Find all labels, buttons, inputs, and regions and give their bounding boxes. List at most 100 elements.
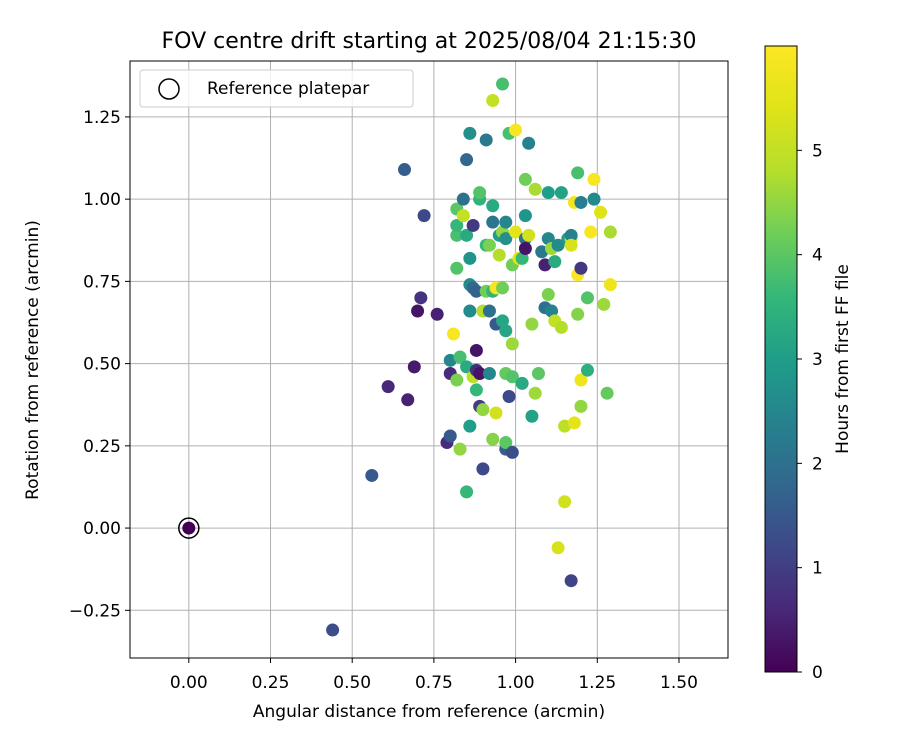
data-point (574, 261, 588, 275)
data-point (496, 314, 510, 328)
grid (130, 61, 728, 658)
data-point (482, 238, 496, 252)
data-point (473, 186, 487, 200)
data-point (450, 218, 464, 232)
data-point (574, 399, 588, 413)
colorbar: 0 1 2 3 4 5 Hours from first FF file (764, 45, 853, 683)
data-point (522, 228, 536, 242)
data-point (486, 432, 500, 446)
colorbar-tick-label: 3 (812, 350, 823, 370)
data-point (554, 320, 568, 334)
x-tick-label: 0.25 (252, 673, 290, 693)
colorbar-tick-label: 2 (812, 454, 823, 474)
data-point (580, 363, 594, 377)
reference-marker (178, 517, 200, 539)
data-point (515, 251, 529, 265)
data-point (486, 199, 500, 213)
x-tick-label: 0.75 (415, 673, 453, 693)
data-point (564, 238, 578, 252)
data-point (417, 209, 431, 223)
data-point (551, 238, 565, 252)
data-points (326, 77, 617, 637)
data-point (463, 251, 477, 265)
data-point (538, 258, 552, 272)
data-point (453, 442, 467, 456)
colorbar-ticks: 0 1 2 3 4 5 (797, 141, 823, 683)
data-point (401, 393, 415, 407)
data-point (564, 574, 578, 588)
data-point (567, 416, 581, 430)
x-axis-label: Angular distance from reference (arcmin) (253, 702, 605, 722)
colorbar-tick-label: 0 (812, 663, 823, 683)
plot-frame (129, 60, 729, 659)
x-tick-label: 0.00 (170, 673, 208, 693)
data-point (600, 386, 614, 400)
data-point (554, 186, 568, 200)
data-point (574, 373, 588, 387)
data-point (411, 304, 425, 318)
colorbar-gradient (764, 45, 798, 673)
data-point (450, 373, 464, 387)
data-point (558, 419, 572, 433)
data-point (522, 136, 536, 150)
data-point (564, 228, 578, 242)
data-point (558, 495, 572, 509)
data-point (574, 195, 588, 209)
data-point (407, 360, 421, 374)
colorbar-tick-label: 1 (812, 559, 823, 579)
legend-box (139, 69, 414, 108)
data-point (502, 390, 516, 404)
data-point (518, 241, 532, 255)
data-point (509, 123, 523, 137)
data-point (597, 297, 611, 311)
data-point (603, 225, 617, 239)
data-point (381, 380, 395, 394)
data-point (463, 126, 477, 140)
data-point (326, 623, 340, 637)
data-point (584, 225, 598, 239)
data-point (456, 209, 470, 223)
data-point (466, 218, 480, 232)
data-point (499, 215, 513, 229)
data-point (479, 133, 493, 147)
data-point (496, 281, 510, 295)
data-point (509, 225, 523, 239)
data-point (499, 324, 513, 338)
data-point (528, 386, 542, 400)
y-axis-label: Rotation from reference (arcmin) (23, 220, 43, 500)
data-point (587, 192, 601, 206)
legend: Reference platepar (139, 69, 414, 108)
data-point (473, 366, 487, 380)
data-point (443, 429, 457, 443)
data-point (518, 209, 532, 223)
data-point (492, 248, 506, 262)
y-tick-label: 1.00 (83, 190, 121, 210)
data-point (450, 228, 464, 242)
data-point (525, 317, 539, 331)
data-point (460, 485, 474, 499)
data-point (447, 327, 461, 341)
x-tick-label: 1.00 (497, 673, 535, 693)
data-point (505, 370, 519, 384)
y-tick-label: 0.25 (83, 437, 121, 457)
data-point (482, 366, 496, 380)
data-point (580, 291, 594, 305)
data-point (525, 409, 539, 423)
data-point (518, 172, 532, 186)
data-point (463, 419, 477, 433)
data-point (594, 205, 608, 219)
data-point (365, 468, 379, 482)
x-axis-ticks: 0.00 0.25 0.50 0.75 1.00 1.25 1.50 (170, 658, 698, 693)
x-tick-label: 1.25 (578, 673, 616, 693)
data-point (548, 255, 562, 269)
data-point (460, 228, 474, 242)
data-point (571, 307, 585, 321)
y-tick-label: −0.25 (69, 601, 121, 621)
y-tick-label: 0.75 (83, 272, 121, 292)
legend-marker-icon (158, 78, 180, 100)
data-point (535, 245, 549, 259)
y-axis-ticks: −0.25 0.00 0.25 0.50 0.75 1.00 1.25 (69, 108, 130, 621)
data-point (463, 304, 477, 318)
data-point (515, 376, 529, 390)
